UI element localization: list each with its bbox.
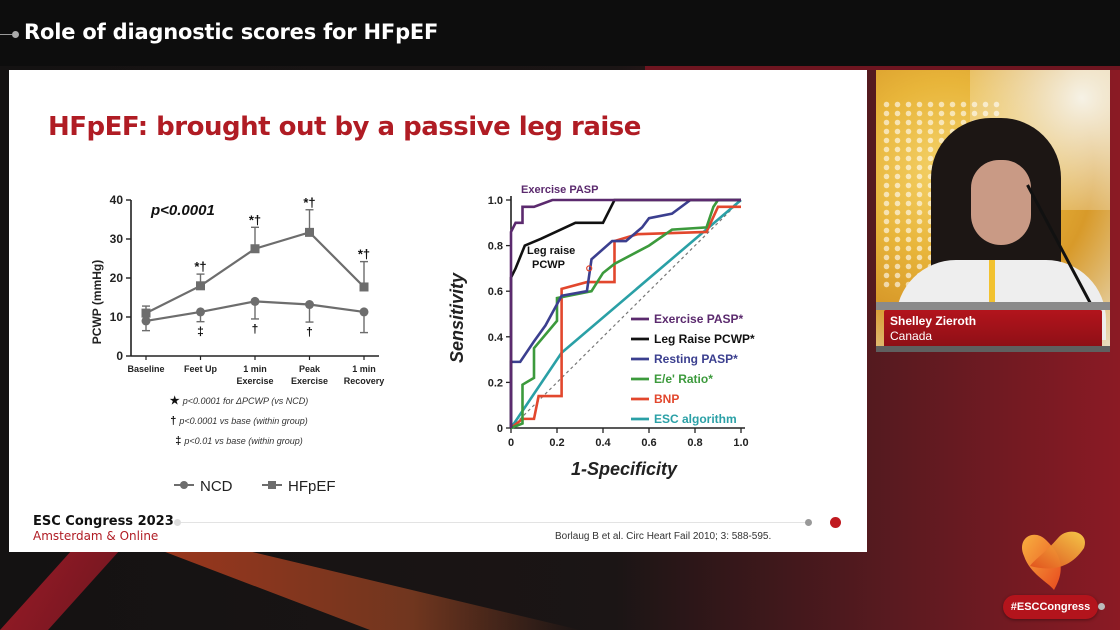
y-tick-label: 20 xyxy=(110,271,124,285)
roc-y-tick-label: 0.6 xyxy=(488,286,503,298)
x-tick-label: Baseline xyxy=(127,364,164,374)
roc-annotation-exercise-pasp: Exercise PASP xyxy=(521,184,598,196)
y-tick-label: 0 xyxy=(116,349,123,363)
significance-marker: ‡ xyxy=(197,325,204,339)
y-tick-label: 30 xyxy=(110,232,124,246)
significance-marker: † xyxy=(252,322,259,336)
hashtag-dot xyxy=(1098,603,1105,610)
esc-heart-logo-icon xyxy=(1022,531,1086,590)
roc-legend-label: BNP xyxy=(654,392,679,406)
significance-marker: † xyxy=(306,325,313,339)
pcwp-line-chart: PCWP (mmHg) 0 10 20 30 40 Baseline Feet Up 1 mi… xyxy=(90,193,385,495)
footnote: † p<0.0001 vs base (within group) xyxy=(170,415,308,427)
roc-y-tick-label: 1.0 xyxy=(488,195,503,207)
roc-legend-label: E/e' Ratio* xyxy=(654,372,713,386)
header-dot-decoration xyxy=(12,31,19,38)
roc-y-axis-label: Sensitivity xyxy=(447,272,467,363)
x-tick-label: Peak xyxy=(299,364,321,374)
speaker-nameplate: Shelley Zieroth Canada xyxy=(884,310,1102,348)
footnote: ★ p<0.0001 for ΔPCWP (vs NCD) xyxy=(170,395,308,407)
roc-x-tick-label: 0.6 xyxy=(641,437,656,449)
data-point-circle xyxy=(196,307,205,317)
legend-label: NCD xyxy=(200,478,233,495)
header-line-decoration xyxy=(0,34,12,35)
data-point-square xyxy=(305,227,314,237)
data-point-square xyxy=(196,281,205,291)
session-header: Role of diagnostic scores for HFpEF xyxy=(0,0,1120,66)
x-tick-label: Exercise xyxy=(291,376,328,386)
optimal-cutoff-marker xyxy=(586,265,593,272)
roc-series-line xyxy=(509,198,741,428)
p-value-annotation: p<0.0001 xyxy=(150,202,215,219)
x-tick-label: 1 min xyxy=(352,364,376,374)
x-tick-label: Feet Up xyxy=(184,364,218,374)
data-point-square xyxy=(141,308,151,318)
data-point-circle xyxy=(250,296,260,306)
roc-curve-chart: 0 0.2 0.4 0.6 0.8 1.0 0 0.2 0.4 0.6 0.8 1.0 Sensiti… xyxy=(447,184,755,479)
background-ribbon xyxy=(160,550,580,630)
lectern xyxy=(876,302,1110,310)
data-point-circle xyxy=(359,307,369,317)
accent-bar xyxy=(645,66,1120,70)
speaker-face xyxy=(971,160,1031,245)
data-point-circle xyxy=(141,316,151,326)
slide-progress-track xyxy=(177,522,807,523)
y-tick-label: 10 xyxy=(110,310,124,324)
roc-legend-label: Resting PASP* xyxy=(654,352,738,366)
roc-y-tick-label: 0.4 xyxy=(488,332,504,344)
significance-marker: *† xyxy=(358,247,370,262)
roc-y-tick-label: 0 xyxy=(497,423,503,435)
video-frame-bottom xyxy=(876,346,1110,352)
speaker-video: Shelley Zieroth Canada xyxy=(876,70,1110,352)
speaker-country: Canada xyxy=(890,329,933,343)
roc-annotation-leg-raise: Leg raise PCWP xyxy=(527,245,575,271)
session-title: Role of diagnostic scores for HFpEF xyxy=(24,20,439,44)
significance-marker: *† xyxy=(249,212,261,227)
data-point-square xyxy=(359,282,369,292)
slide-progress-start-dot xyxy=(174,519,181,526)
slide-progress-current-dot xyxy=(830,517,841,528)
significance-marker: *† xyxy=(303,195,315,210)
significance-marker: *† xyxy=(194,259,206,274)
slide-progress-dot xyxy=(805,519,812,526)
roc-y-tick-label: 0.2 xyxy=(488,377,503,389)
x-tick-label: Recovery xyxy=(344,376,385,386)
roc-x-tick-label: 0.8 xyxy=(687,437,702,449)
congress-name: ESC Congress 2023 xyxy=(33,514,174,529)
hashtag-badge: #ESCCongress xyxy=(1003,595,1098,619)
roc-x-axis-label: 1-Specificity xyxy=(571,459,678,479)
congress-location: Amsterdam & Online xyxy=(33,529,159,543)
x-tick-label: 1 min xyxy=(243,364,267,374)
speaker-lanyard xyxy=(989,260,995,310)
roc-x-tick-label: 1.0 xyxy=(733,437,748,449)
roc-series-line xyxy=(510,198,741,430)
footnote: ‡ p<0.01 vs base (within group) xyxy=(175,435,303,447)
legend-label: HFpEF xyxy=(288,478,336,495)
y-axis-label: PCWP (mmHg) xyxy=(90,260,104,344)
speaker-name: Shelley Zieroth xyxy=(890,314,977,328)
data-point-circle xyxy=(305,300,314,310)
roc-x-tick-label: 0.4 xyxy=(595,437,611,449)
roc-series-line xyxy=(510,205,741,430)
presentation-slide: HFpEF: brought out by a passive leg rais… xyxy=(9,70,867,552)
roc-legend-label: Exercise PASP* xyxy=(654,312,743,326)
x-tick-label: Exercise xyxy=(236,376,273,386)
roc-x-tick-label: 0 xyxy=(508,437,514,449)
y-tick-label: 40 xyxy=(110,193,124,207)
slide-citation: Borlaug B et al. Circ Heart Fail 2010; 3… xyxy=(555,531,772,542)
slide-title: HFpEF: brought out by a passive leg rais… xyxy=(48,112,641,142)
roc-x-tick-label: 0.2 xyxy=(549,437,564,449)
data-point-square xyxy=(250,244,260,254)
roc-series-line xyxy=(509,198,741,428)
roc-legend-label: Leg Raise PCWP* xyxy=(654,332,755,346)
roc-series-line xyxy=(509,198,741,428)
background-ribbon xyxy=(0,550,120,630)
roc-legend-label: ESC algorithm xyxy=(654,412,737,426)
roc-y-tick-label: 0.8 xyxy=(488,241,503,253)
